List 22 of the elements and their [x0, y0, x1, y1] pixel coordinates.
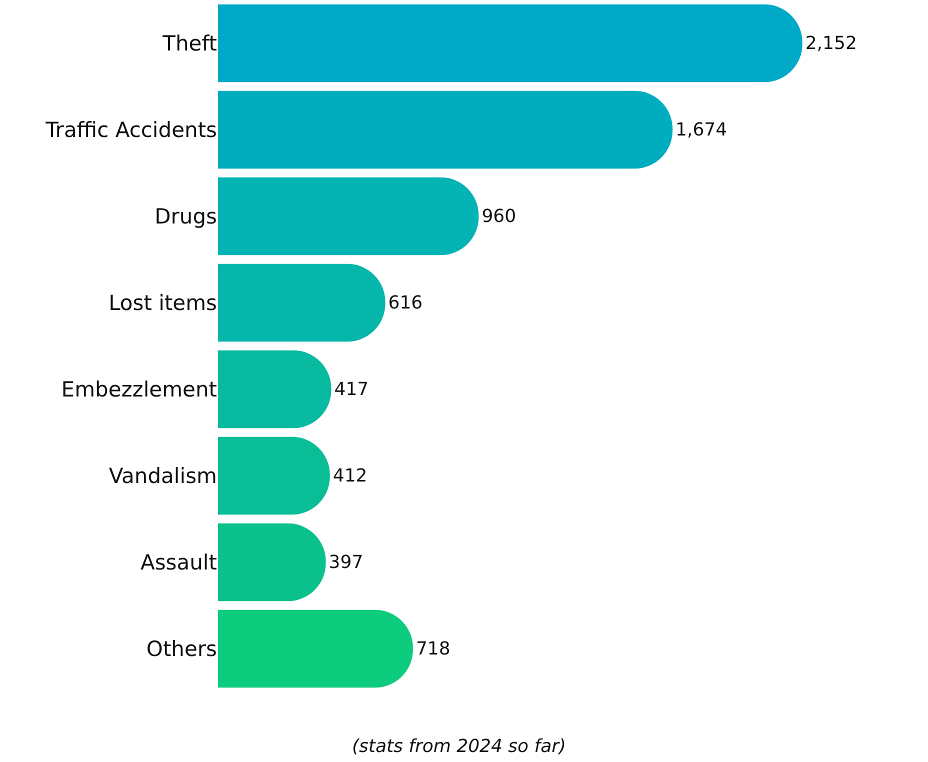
- y-tick-label: Drugs: [154, 204, 217, 229]
- y-tick-label: Theft: [162, 32, 217, 56]
- data-label: 1,674: [676, 119, 728, 140]
- y-tick-label: Embezzlement: [61, 378, 217, 402]
- y-tick-label: Traffic Accidents: [44, 118, 217, 142]
- data-label: 412: [332, 465, 368, 486]
- bar: [218, 177, 479, 256]
- y-tick-label: Lost items: [108, 291, 217, 316]
- data-label: 2,152: [805, 32, 857, 54]
- text: (stats from 2024 so far): [352, 736, 566, 757]
- data-label: 417: [334, 378, 369, 400]
- y-tick-label: Vandalism: [108, 464, 217, 488]
- data-label: 960: [482, 206, 516, 227]
- y-tick-label: Others: [146, 637, 217, 662]
- bar: [218, 4, 802, 82]
- data-label: 718: [416, 638, 450, 660]
- bar: [218, 610, 413, 688]
- bar: [218, 264, 386, 342]
- y-tick-label: Assault: [140, 550, 217, 575]
- data-label: 397: [328, 552, 364, 573]
- data-label: 616: [388, 292, 423, 314]
- bar: [218, 90, 673, 169]
